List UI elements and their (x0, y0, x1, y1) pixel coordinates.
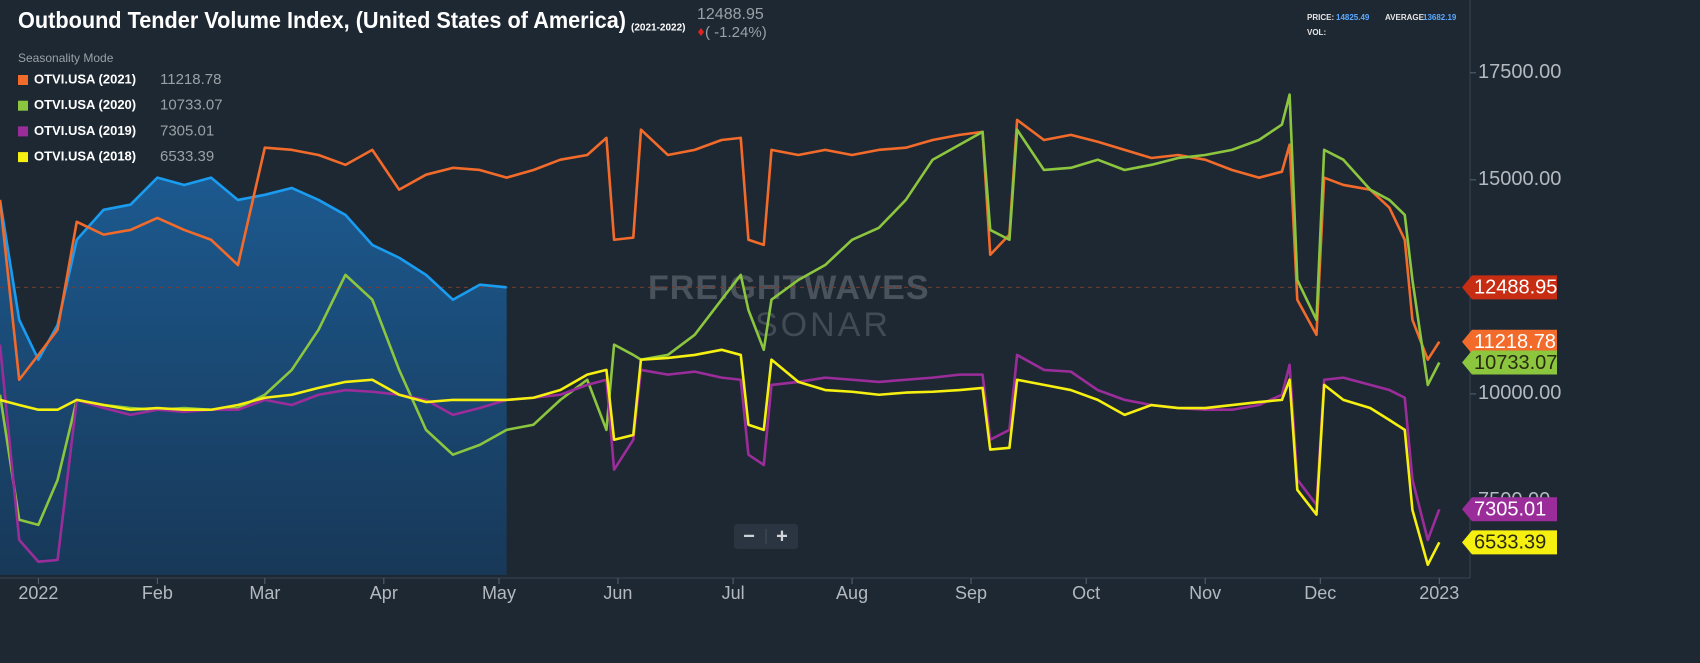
zoom-controls: − + (734, 524, 798, 549)
x-tick-label: Aug (836, 583, 868, 603)
info-label: AVERAGE: (1385, 13, 1427, 22)
legend-label: OTVI.USA (2018) (34, 149, 136, 164)
mode-label: Seasonality Mode (18, 51, 114, 65)
info-label: VOL: (1307, 28, 1326, 37)
legend-value: 7305.01 (160, 122, 214, 139)
x-tick-label: Jun (603, 583, 632, 603)
watermark-text: SONAR (755, 306, 891, 344)
legend-label: OTVI.USA (2019) (34, 123, 136, 138)
y-tick-label: 10000.00 (1478, 382, 1561, 404)
area (0, 177, 507, 575)
change: ( -1.24%) (705, 24, 767, 41)
y-tick-label: 17500.00 (1478, 61, 1561, 83)
zoom-out[interactable]: − (743, 525, 755, 547)
info-value: 13682.19 (1423, 13, 1457, 22)
axes: 7500.0010000.0015000.0017500.002022FebMa… (18, 61, 1561, 603)
chart-subtitle: (2021-2022) (631, 23, 685, 34)
value-tag (1462, 497, 1557, 522)
value-tag-label: 7305.01 (1474, 499, 1546, 521)
x-tick-label: Dec (1304, 583, 1336, 603)
chart-title: Outbound Tender Volume Index, (United St… (18, 7, 626, 33)
series-line (0, 93, 1441, 527)
x-tick-label: Feb (142, 583, 173, 603)
value-tag (1462, 350, 1557, 375)
info-value: 14825.49 (1336, 13, 1370, 22)
x-tick-label: Sep (955, 583, 987, 603)
x-tick-label: Mar (249, 583, 280, 603)
legend-value: 11218.78 (160, 71, 221, 88)
x-tick-label: 2023 (1419, 583, 1459, 603)
series-line (0, 348, 1441, 567)
x-tick-label: 2022 (18, 583, 58, 603)
legend-label: OTVI.USA (2020) (34, 97, 136, 112)
series-line (0, 118, 1441, 382)
x-tick-label: Apr (370, 583, 398, 603)
value-tag (1462, 329, 1557, 354)
legend-swatch (18, 75, 28, 85)
value-tag-label: 12488.95 (1474, 277, 1557, 299)
legend-label: OTVI.USA (2021) (34, 71, 136, 86)
current-value: 12488.95 (697, 6, 764, 23)
value-tag-label: 10733.07 (1474, 352, 1557, 374)
zoom-in[interactable]: + (776, 525, 788, 547)
value-tag (1462, 530, 1557, 555)
legend-swatch (18, 100, 28, 111)
x-tick-label: Nov (1189, 583, 1221, 603)
series-line (0, 344, 1441, 564)
legend-value: 6533.39 (160, 148, 214, 165)
y-tick-label: 15000.00 (1478, 168, 1561, 190)
down-icon (698, 28, 704, 36)
value-tag (1462, 275, 1557, 300)
info-label: PRICE: (1307, 13, 1334, 22)
value-tag-label: 6533.39 (1474, 532, 1546, 554)
legend-swatch (18, 126, 28, 137)
plot (0, 93, 1470, 575)
legend-value: 10733.07 (160, 97, 223, 114)
value-tag-label: 11218.78 (1474, 331, 1556, 353)
x-tick-label: Oct (1072, 583, 1100, 603)
x-tick-label: May (482, 583, 516, 603)
legend-swatch (18, 152, 28, 163)
x-tick-label: Jul (722, 583, 745, 603)
